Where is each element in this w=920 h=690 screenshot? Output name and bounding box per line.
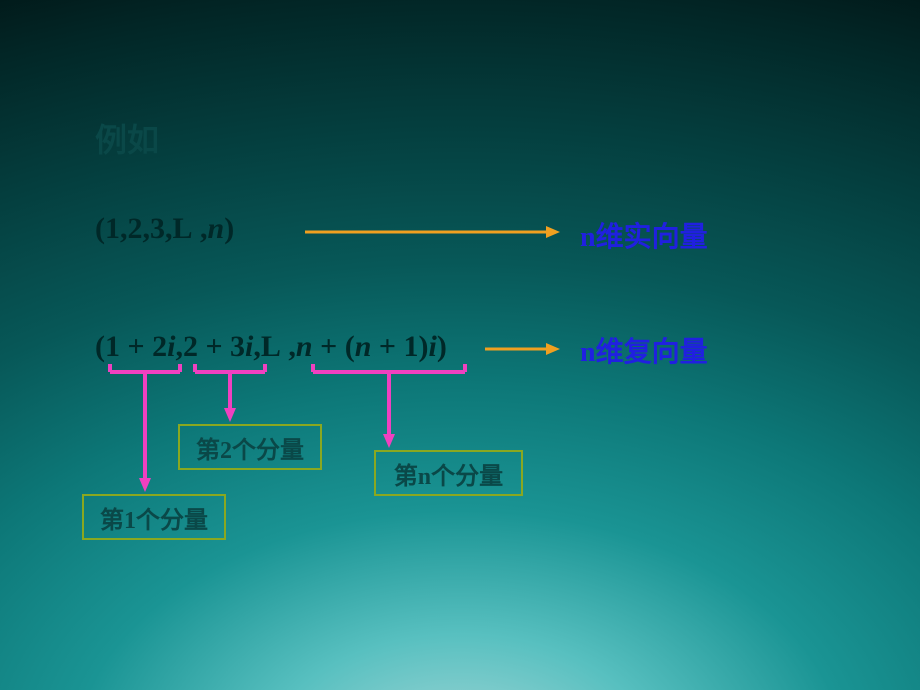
- box-component-2: 第2个分量: [178, 424, 322, 470]
- box-component-1: 第1个分量: [82, 494, 226, 540]
- label-n-complex-vector: n维复向量: [580, 330, 708, 370]
- formula1-close: ): [224, 212, 234, 245]
- box-component-n: 第n个分量: [374, 450, 523, 496]
- slide: 例如 (1,2,3,L ,n) (1 + 2i,2 + 3i,L ,n + (n…: [0, 0, 920, 690]
- formula-real-vector: (1,2,3,L ,n): [95, 212, 234, 246]
- heading-text: 例如: [95, 115, 159, 161]
- formula1-n: n: [208, 212, 225, 245]
- formula2-text: (1 + 2i,2 + 3i,L ,n + (n + 1)i): [95, 330, 447, 363]
- label-n-real-vector: n维实向量: [580, 215, 708, 255]
- formula-complex-vector: (1 + 2i,2 + 3i,L ,n + (n + 1)i): [95, 330, 447, 364]
- formula1-part1: (1,2,3,L ,: [95, 212, 208, 245]
